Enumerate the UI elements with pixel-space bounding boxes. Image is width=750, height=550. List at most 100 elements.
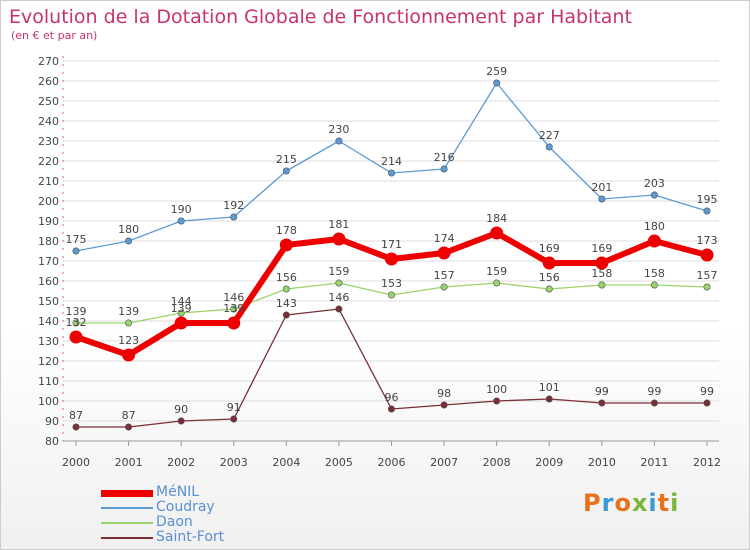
x-tick-label: 2000 [62, 456, 90, 469]
data-label: 90 [174, 403, 188, 416]
data-label: 157 [434, 269, 455, 282]
data-label: 139 [118, 305, 139, 318]
legend-label: Saint-Fort [156, 529, 225, 545]
logo-letter: x [631, 489, 649, 517]
proxiti-logo: Proxiti [583, 489, 679, 517]
data-label: 169 [591, 242, 612, 255]
data-point [387, 291, 395, 299]
y-tick-label: 210 [38, 175, 59, 188]
y-tick-label: 120 [38, 355, 59, 368]
y-tick-label: 130 [38, 335, 59, 348]
data-point [385, 252, 398, 266]
data-point [650, 281, 658, 289]
y-tick-label: 90 [45, 415, 59, 428]
data-point [69, 330, 83, 344]
y-tick-label: 230 [38, 135, 59, 148]
data-point [647, 234, 661, 248]
data-point [282, 311, 290, 319]
data-point [650, 191, 658, 199]
data-label: 159 [486, 265, 507, 278]
data-point [279, 238, 293, 252]
data-point [230, 213, 238, 221]
x-tick-label: 2010 [588, 456, 616, 469]
data-label: 156 [276, 271, 297, 284]
data-point [703, 399, 711, 407]
data-point [72, 319, 80, 327]
data-label: 146 [223, 291, 244, 304]
chart-subtitle: (en € et par an) [11, 29, 98, 42]
data-label: 230 [328, 123, 349, 136]
y-tick-label: 220 [38, 155, 59, 168]
y-tick-label: 200 [38, 195, 59, 208]
data-point [125, 423, 133, 431]
data-point [335, 305, 343, 313]
data-label: 178 [276, 224, 297, 237]
logo-letter: i [648, 489, 658, 517]
y-tick-label: 270 [38, 55, 59, 68]
data-point [700, 248, 714, 262]
logo-letter: r [601, 489, 615, 517]
data-label: 173 [697, 234, 718, 247]
x-tick-label: 2008 [483, 456, 511, 469]
data-label: 175 [66, 233, 87, 246]
data-point [125, 319, 133, 327]
y-tick-label: 260 [38, 75, 59, 88]
y-tick-label: 160 [38, 275, 59, 288]
data-label: 156 [539, 271, 560, 284]
data-point [703, 207, 711, 215]
data-point [282, 167, 290, 175]
y-tick-label: 150 [38, 295, 59, 308]
data-point [72, 247, 80, 255]
data-label: 87 [69, 409, 83, 422]
x-tick-label: 2012 [693, 456, 721, 469]
data-label: 144 [171, 295, 192, 308]
data-label: 180 [644, 220, 665, 233]
data-label: 139 [223, 302, 244, 315]
data-label: 195 [697, 193, 718, 206]
logo-letter: P [583, 489, 602, 517]
data-point [227, 316, 241, 330]
data-point [282, 285, 290, 293]
y-tick-label: 240 [38, 115, 59, 128]
data-label: 181 [328, 218, 349, 231]
x-tick-label: 2009 [535, 456, 563, 469]
data-label: 99 [700, 385, 714, 398]
data-point [177, 417, 185, 425]
legend-swatch [101, 522, 153, 524]
data-point [490, 226, 504, 240]
data-label: 123 [118, 334, 139, 347]
data-point [335, 279, 343, 287]
data-label: 100 [486, 383, 507, 396]
y-tick-label: 190 [38, 215, 59, 228]
x-tick-label: 2011 [640, 456, 668, 469]
data-point [332, 232, 346, 246]
data-label: 259 [486, 65, 507, 78]
data-label: 158 [644, 267, 665, 280]
data-point [440, 283, 448, 291]
x-tick-label: 2005 [325, 456, 353, 469]
data-point [230, 415, 238, 423]
data-label: 159 [328, 265, 349, 278]
data-label: 146 [328, 291, 349, 304]
data-point [598, 399, 606, 407]
data-label: 180 [118, 223, 139, 236]
legend-label: Daon [156, 514, 193, 530]
x-tick-label: 2006 [378, 456, 406, 469]
data-point [437, 246, 451, 260]
data-label: 91 [227, 401, 241, 414]
data-point [440, 401, 448, 409]
data-point [493, 279, 501, 287]
data-label: 157 [697, 269, 718, 282]
data-point [177, 309, 185, 317]
data-point [440, 165, 448, 173]
logo-letter: t [657, 489, 671, 517]
data-label: 184 [486, 212, 507, 225]
data-label: 87 [122, 409, 136, 422]
data-label: 132 [66, 316, 87, 329]
data-label: 192 [223, 199, 244, 212]
data-label: 99 [647, 385, 661, 398]
logo-letter: o [614, 489, 632, 517]
data-point [545, 143, 553, 151]
chart-title: Evolution de la Dotation Globale de Fonc… [9, 6, 632, 28]
